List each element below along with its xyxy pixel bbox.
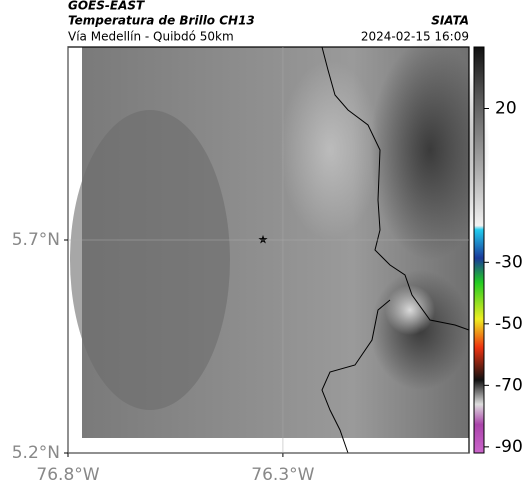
y-tick-label: 5.2°N	[12, 443, 60, 463]
colorbar-tick-label: -70	[495, 375, 523, 395]
route: Vía Medellín - Quibdó 50km	[68, 30, 234, 44]
x-tick-label: 76.3°W	[251, 465, 314, 485]
x-tick-label: 76.8°W	[36, 465, 99, 485]
colorbar-tick-label: 20	[495, 99, 517, 119]
colorbar-tick-label: -50	[495, 314, 523, 334]
colorbar-tick-label: -90	[495, 437, 523, 457]
timestamp: 2024-02-15 16:09	[361, 30, 469, 44]
y-tick-label: 5.7°N	[12, 230, 60, 250]
agency: SIATA	[431, 14, 469, 28]
map-image: ★	[70, 40, 490, 454]
colorbar-tick-label: -30	[495, 252, 523, 272]
source: GOES-EAST	[68, 0, 145, 13]
product: Temperatura de Brillo CH13	[68, 14, 255, 28]
colorbar	[473, 46, 485, 454]
